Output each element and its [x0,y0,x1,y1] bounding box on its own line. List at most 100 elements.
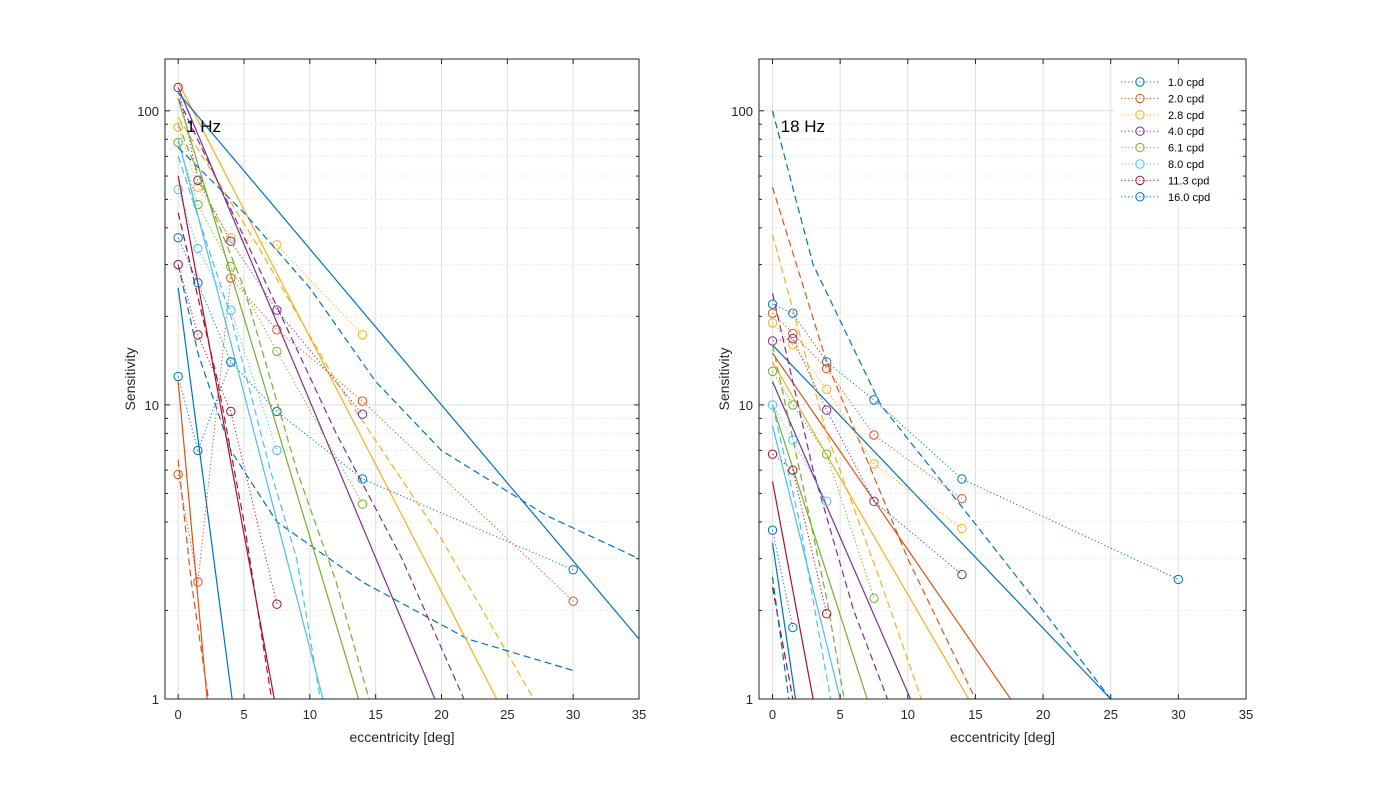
data-point-11.3 cpd [226,406,236,417]
fit-solid-line-11.3 cpd [771,481,814,699]
data-point-1.0 cpd [568,565,578,575]
fit-dashed-line-8.0 cpd [771,404,832,699]
data-point-11.3 cpd [821,608,832,619]
legend-entry-label: 11.3 cpd [1168,175,1209,187]
fit-solid-line-2.8 cpd [177,82,498,699]
panel-title: 1 Hz [186,117,221,136]
data-point-2.8 cpd [869,459,879,469]
fit-solid-line-8.0 cpd [177,139,324,699]
data-point-1.0 cpd [957,474,967,484]
data-point-8.0 cpd [193,243,203,254]
legend-marker-11.3 cpd [1135,175,1145,186]
fit-solid-line-8.0 cpd [771,425,841,699]
fit-dashed-line-2.0 cpd [177,459,209,699]
data-point-4.0 cpd [357,409,368,419]
data-dotted-line-2.0 cpd [177,276,574,602]
x-tick-label: 25 [500,707,514,722]
x-tick-label: 5 [240,707,247,722]
y-tick-label: 1 [152,692,159,707]
data-point-1.0 cpd [869,395,879,405]
y-axis-label: Sensitivity [122,347,138,410]
data-point-16.0 cpd [226,357,236,367]
data-point-8.0 cpd [788,435,798,445]
panel-title: 18 Hz [781,117,825,136]
fit-dashed-line-11.3 cpd [177,212,273,699]
data-dotted-line-6.1 cpd [772,371,875,599]
data-dotted-line-11.3 cpd [772,453,828,614]
fit-solid-line-2.0 cpd [177,381,208,699]
data-point-2.8 cpd [788,340,798,350]
x-tick-label: 0 [769,707,776,722]
data-point-2.8 cpd [821,384,832,394]
left-panel-1hz: 0 5 10 15 20 25 30 35 1 10 100 eccentricity [deg] Se… [122,58,646,745]
fit-solid-line-1.0 cpd [772,344,1112,699]
fit-solid-line-4.0 cpd [771,381,912,699]
x-tick-label: 20 [434,707,448,722]
data-point-1.0 cpd [821,357,832,367]
x-tick-label: 30 [566,707,580,722]
data-dotted-line-8.0 cpd [177,189,278,451]
x-tick-label: 15 [968,707,982,722]
axes-background [165,59,639,699]
data-dotted-line-1.0 cpd [177,360,574,571]
data-point-6.1 cpd [173,137,183,148]
data-point-4.0 cpd [226,236,236,246]
data-point-6.1 cpd [767,366,778,377]
data-point-2.0 cpd [767,308,778,318]
data-point-16.0 cpd [193,278,203,288]
data-point-1.0 cpd [1173,574,1184,585]
data-dotted-line-1.0 cpd [772,303,1179,580]
data-point-1.0 cpd [173,371,183,382]
legend-marker-2.0 cpd [1135,93,1145,104]
fit-solid-line-2.0 cpd [772,352,1012,699]
fit-dashed-line-4.0 cpd [771,292,889,699]
plot-area [173,82,639,699]
legend-marker-16.0 cpd [1135,192,1145,202]
fit-dashed-line-6.1 cpd [177,123,370,699]
x-axis-label: eccentricity [deg] [349,729,454,745]
data-point-2.8 cpd [957,523,967,534]
data-point-2.8 cpd [357,330,368,340]
y-tick-label: 10 [145,398,159,413]
fit-dashed-line-16.0 cpd [177,147,639,560]
data-point-11.3 cpd [193,330,203,340]
legend: 1.0 cpd 2.0 cpd 2.8 cpd 4.0 cpd 6.1 cpd 8.0 c… [1114,69,1238,208]
data-dotted-line-11.3 cpd [177,264,278,605]
data-point-8.0 cpd [173,184,183,195]
x-tick-label: 25 [1103,707,1117,722]
x-tick-label: 0 [175,707,182,722]
data-point-4.0 cpd [173,82,183,93]
fit-dashed-line-16.0 cpd [771,576,790,699]
data-dotted-line-2.0 cpd [772,312,963,500]
data-point-2.0 cpd [173,469,183,480]
data-point-4.0 cpd [193,175,203,186]
data-point-2.0 cpd [272,325,282,335]
x-axis-label: eccentricity [deg] [950,729,1055,745]
data-point-2.8 cpd [173,122,183,132]
data-point-11.3 cpd [173,259,183,270]
data-point-4.0 cpd [272,305,282,315]
axes-box [758,58,1247,700]
x-tick-label: 5 [837,707,844,722]
right-panel-18hz: 0 5 10 15 20 25 30 35 1 10 100 eccentricity [deg] Se… [716,58,1253,745]
legend-marker-6.1 cpd [1135,142,1145,153]
legend-marker-2.8 cpd [1135,110,1145,120]
x-tick-label: 30 [1171,707,1185,722]
legend-entry-label: 6.1 cpd [1168,143,1204,155]
data-point-2.8 cpd [226,233,236,243]
data-dotted-line-8.0 cpd [772,404,828,502]
fit-dashed-line-11.3 cpd [771,587,794,699]
x-tick-label: 35 [632,707,646,722]
x-tick-label: 35 [1239,707,1253,722]
data-point-2.8 cpd [767,318,778,328]
data-point-11.3 cpd [788,465,798,475]
data-point-2.0 cpd [357,396,368,406]
data-point-6.1 cpd [788,400,798,410]
legend-entry-label: 2.8 cpd [1168,110,1204,122]
data-point-8.0 cpd [226,305,236,315]
y-axis-label: Sensitivity [716,347,732,410]
fit-dashed-line-2.8 cpd [771,234,922,699]
plot-area [767,110,1184,699]
data-point-2.0 cpd [193,577,203,587]
